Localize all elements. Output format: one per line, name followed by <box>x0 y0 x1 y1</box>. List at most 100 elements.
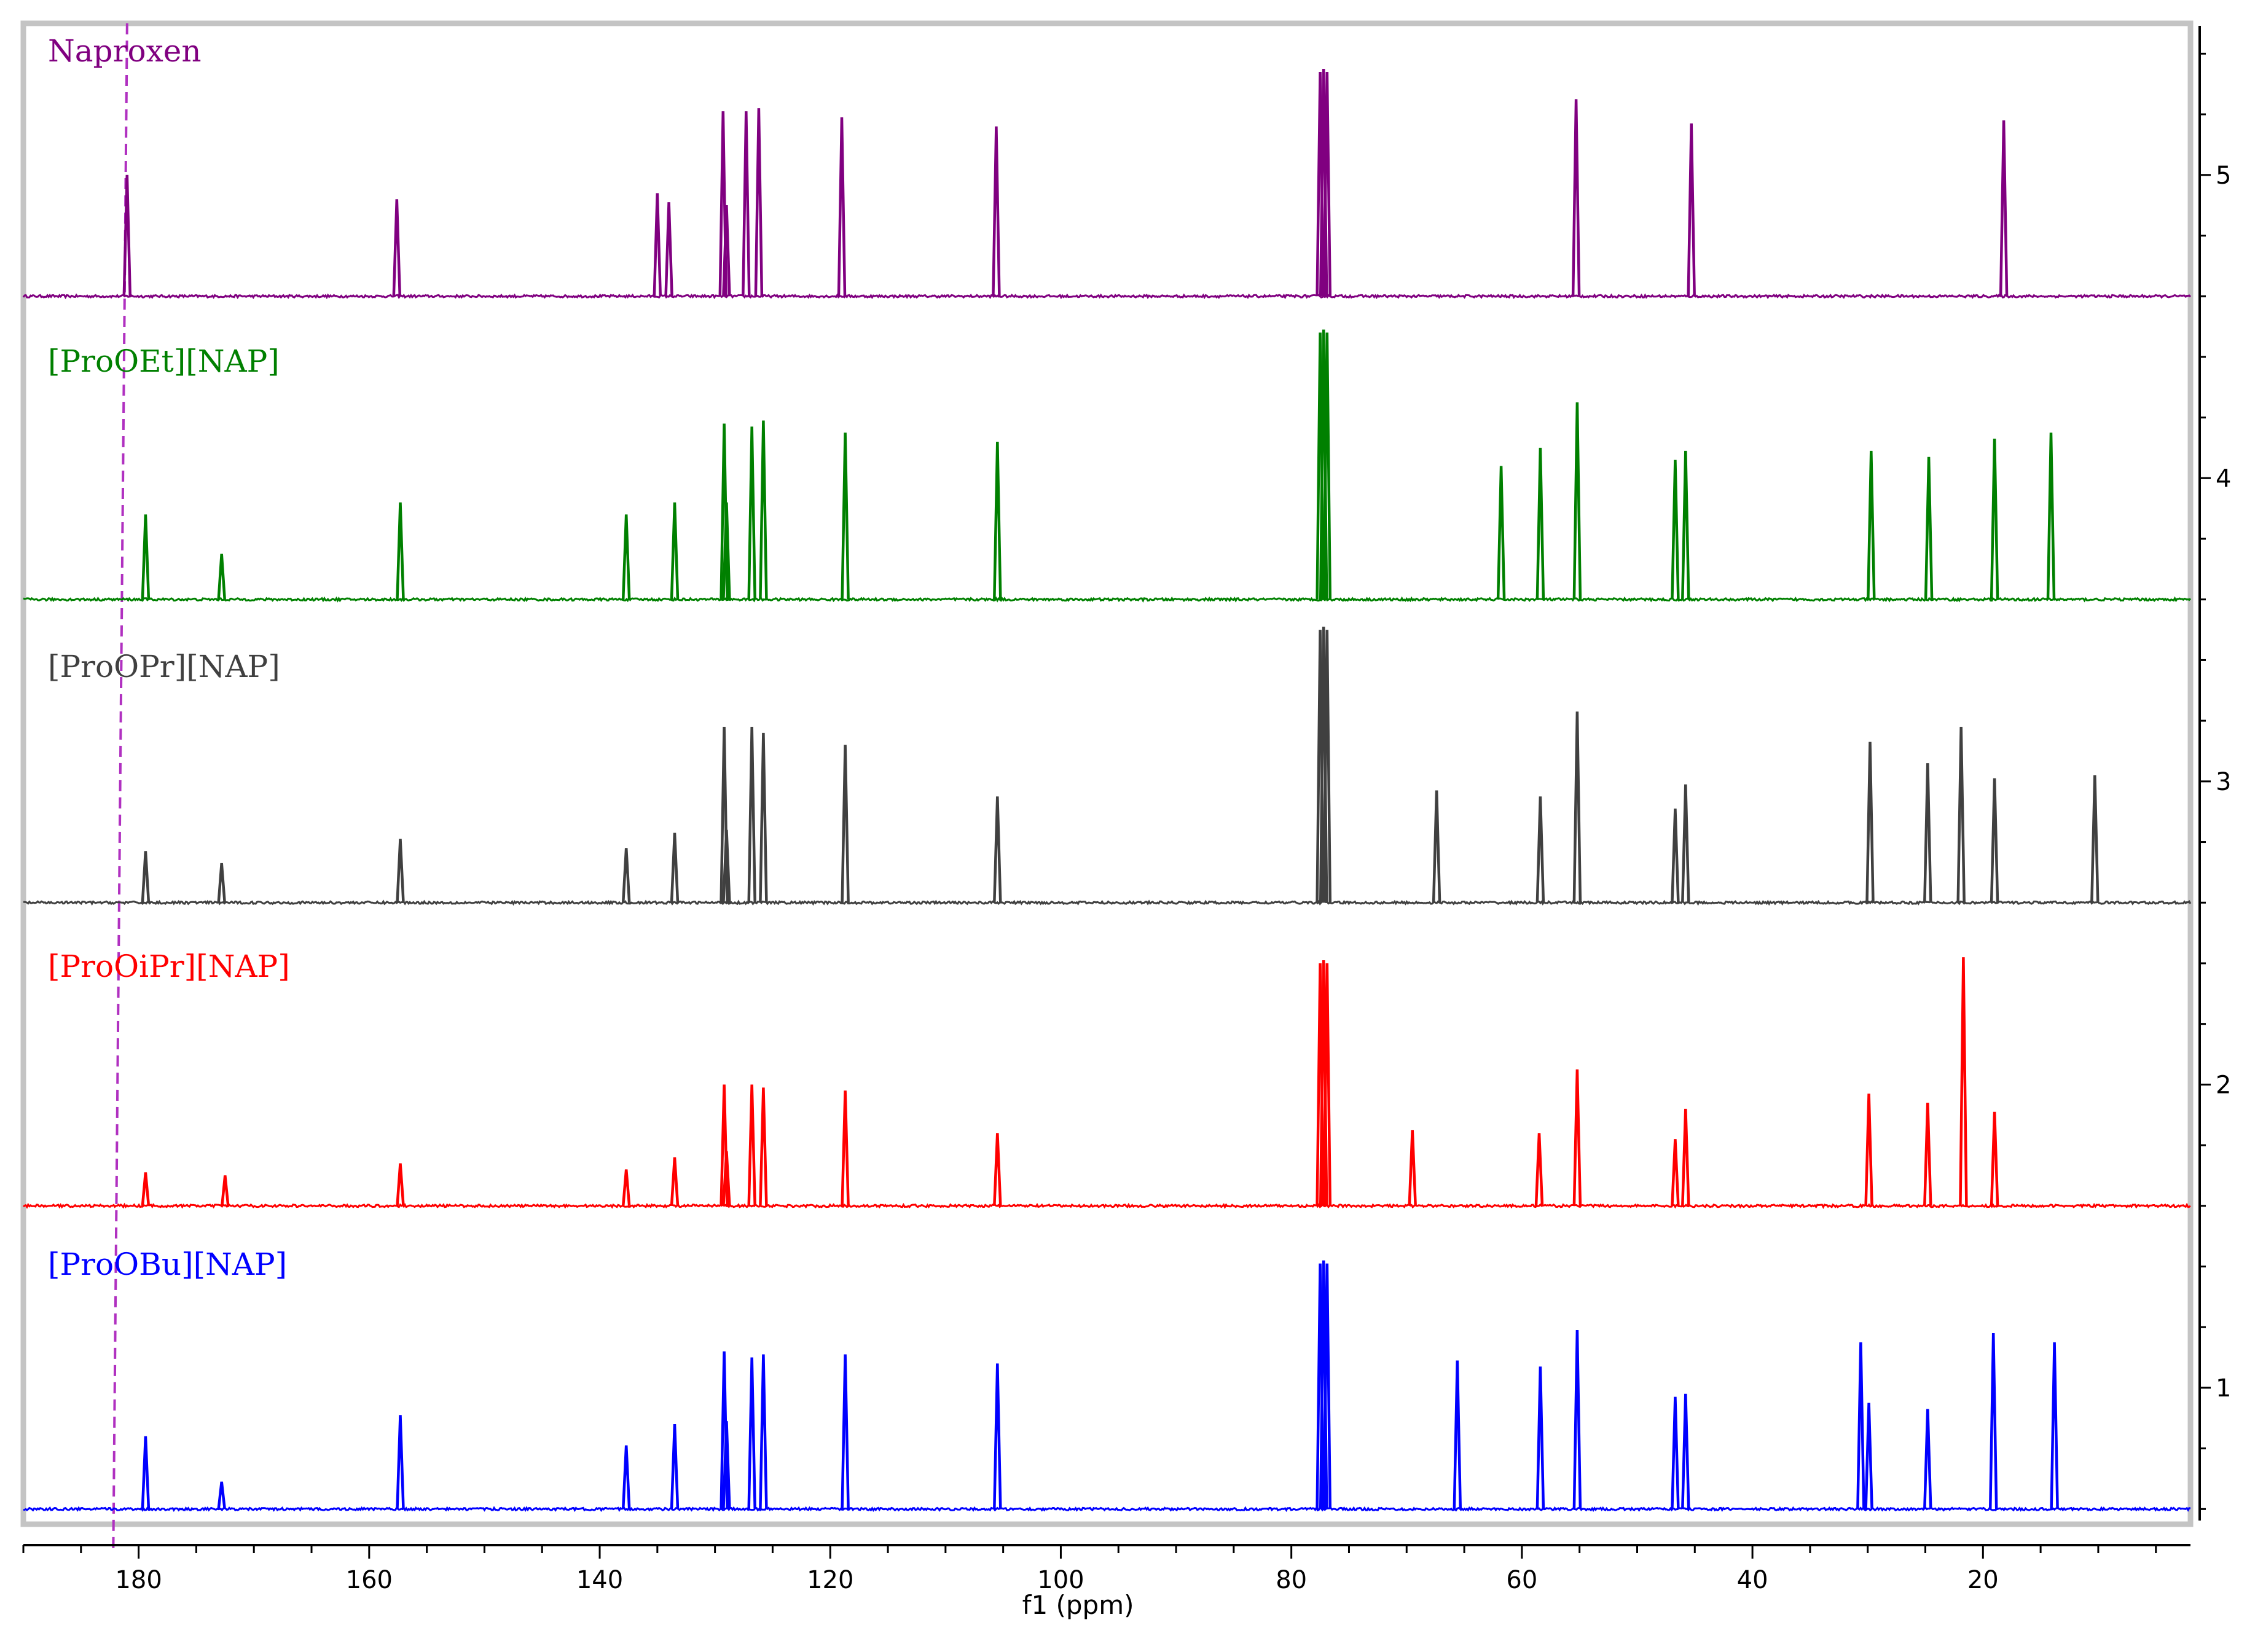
peak-mark <box>841 1090 850 1206</box>
peak-mark <box>396 1415 405 1509</box>
peak-mark <box>759 420 768 600</box>
peak-mark <box>1864 1403 1873 1509</box>
peak-mark <box>1571 99 1581 297</box>
peak-mark <box>747 426 756 600</box>
peak-mark <box>1535 796 1545 903</box>
peak-mark <box>841 745 850 903</box>
peak-mark <box>2090 775 2100 903</box>
peak-mark <box>1681 1393 1690 1509</box>
peak-mark <box>722 1421 731 1509</box>
peak-mark <box>1999 120 2009 297</box>
peak-mark <box>621 1445 631 1509</box>
peak-mark <box>1681 784 1690 903</box>
peak-mark <box>1322 71 1332 297</box>
peak-mark <box>621 848 631 903</box>
peak-mark <box>747 1357 756 1509</box>
peak-mark <box>670 1157 680 1206</box>
y-tick-label: 5 <box>2216 162 2231 190</box>
peak-mark <box>747 726 756 903</box>
peak-mark <box>670 1424 680 1509</box>
peak-mark <box>1453 1360 1462 1509</box>
series-4 <box>23 1260 2191 1513</box>
peak-mark <box>1322 1263 1332 1509</box>
x-tick-label: 160 <box>346 1566 393 1594</box>
peak-mark <box>759 1354 768 1509</box>
x-tick-label: 40 <box>1737 1566 1768 1594</box>
peak-mark <box>1867 450 1876 600</box>
peak-mark <box>1496 466 1506 600</box>
peak-mark <box>754 108 764 297</box>
peak-mark <box>722 829 731 903</box>
peak-mark <box>217 863 226 903</box>
peak-mark <box>837 117 847 297</box>
series-label: [ProOBu][NAP] <box>48 1247 287 1282</box>
peak-mark <box>1864 1094 1873 1206</box>
plot-area-frame <box>20 20 2194 1527</box>
peak-mark <box>2046 433 2056 600</box>
peak-mark <box>742 111 751 297</box>
peak-mark <box>1432 790 1441 903</box>
series-baseline-trace <box>23 1202 2191 1209</box>
peak-mark <box>1956 726 1966 903</box>
peak-mark <box>1572 711 1582 903</box>
peak-mark <box>141 1436 151 1509</box>
peak-mark <box>1322 963 1332 1206</box>
peak-mark <box>759 732 768 903</box>
peak-mark <box>1923 763 1932 903</box>
peak-mark <box>993 796 1002 903</box>
peak-mark <box>992 126 1001 297</box>
peak-mark <box>1924 456 1934 600</box>
peak-mark <box>392 199 402 297</box>
peak-mark <box>1534 1133 1544 1206</box>
peak-mark <box>1408 1130 1417 1206</box>
peak-mark <box>1572 1069 1582 1206</box>
peak-mark <box>722 1151 731 1206</box>
peak-mark <box>1990 778 1999 903</box>
peak-mark <box>1535 1366 1545 1509</box>
peak-mark <box>1572 1330 1582 1509</box>
series-0 <box>22 68 2192 300</box>
peak-mark <box>217 554 226 600</box>
x-tick-label: 100 <box>1037 1566 1084 1594</box>
peak-mark <box>759 1087 768 1206</box>
peak-mark <box>1856 1342 1865 1509</box>
reference-dashed-line <box>112 23 128 1552</box>
peak-mark <box>1671 1396 1680 1509</box>
series-labels-layer: Naproxen [ProOEt][NAP] [ProOPr][NAP] [ProOi… <box>48 33 290 1282</box>
peak-mark <box>1671 460 1680 600</box>
peak-mark <box>1923 1409 1932 1509</box>
peak-mark <box>141 514 151 600</box>
x-tick-label: 60 <box>1506 1566 1537 1594</box>
peak-mark <box>396 502 405 600</box>
peak-mark <box>1959 957 1968 1206</box>
peak-mark <box>841 433 850 600</box>
peak-mark <box>664 202 673 297</box>
peak-mark <box>1865 742 1875 903</box>
peak-mark <box>396 839 405 903</box>
series-baseline-trace <box>23 1506 2191 1513</box>
peak-mark <box>1322 332 1332 600</box>
x-axis-title: f1 (ppm) <box>1022 1590 1134 1620</box>
peak-mark <box>1671 808 1680 903</box>
peak-mark <box>396 1163 405 1206</box>
series-baseline-trace <box>23 596 2192 603</box>
peak-mark <box>993 1133 1002 1206</box>
peak-mark <box>221 1175 230 1207</box>
series-baseline-trace <box>22 293 2192 300</box>
x-tick-label: 80 <box>1276 1566 1307 1594</box>
peak-mark <box>1687 123 1696 297</box>
series-2 <box>23 627 2192 906</box>
peak-mark <box>1671 1139 1680 1206</box>
series-label: [ProOiPr][NAP] <box>48 949 290 984</box>
peak-mark <box>122 174 132 297</box>
peak-mark <box>2050 1342 2059 1509</box>
reference-line-layer <box>112 23 128 1552</box>
peak-mark <box>993 442 1002 600</box>
peak-mark <box>670 502 680 600</box>
peak-mark <box>141 1172 151 1207</box>
peak-mark <box>621 514 631 600</box>
peak-mark <box>670 832 680 903</box>
peak-mark <box>1681 450 1690 600</box>
series-baseline-trace <box>23 899 2192 906</box>
y-tick-label: 1 <box>2216 1374 2231 1403</box>
